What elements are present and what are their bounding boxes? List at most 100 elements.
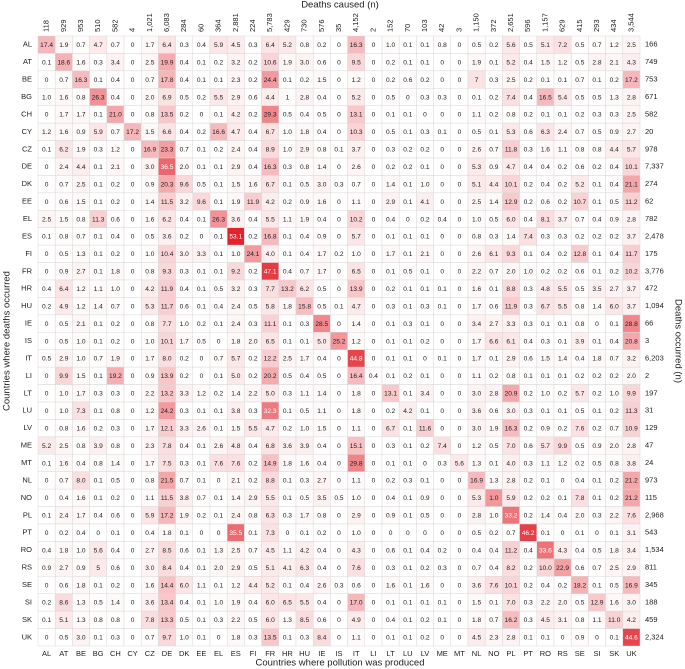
cell-label: 0.5 [575, 286, 584, 293]
cell-label: 0.2 [248, 356, 257, 363]
cell-label: 21.1 [625, 181, 638, 188]
cell-label: 2.2 [472, 269, 481, 276]
cell-label: 1.1 [145, 495, 154, 502]
cell-label: 0 [372, 391, 376, 398]
cell-label: 0.3 [541, 338, 550, 345]
cell-label: 0.4 [317, 356, 326, 363]
y-tick-label: EE [22, 197, 32, 206]
cell-label: 4.4 [610, 147, 619, 154]
cell-label: 1.1 [352, 199, 361, 206]
cell-label: 13.1 [350, 112, 363, 119]
cell-label: 0.2 [111, 251, 120, 258]
cell-label: 2.5 [283, 356, 292, 363]
cell-label: 0.2 [248, 269, 257, 276]
cell-label: 0.4 [317, 547, 326, 554]
cell-label: 0.3 [248, 408, 257, 415]
cell-label: 5.9 [506, 495, 515, 502]
cell-label: 5.9 [145, 513, 154, 520]
cell-label: 0.5 [575, 443, 584, 450]
cell-label: 10.2 [625, 269, 638, 276]
cell-label: 0.8 [94, 460, 103, 467]
cell-label: 0 [440, 513, 444, 520]
column-total-label: 429 [282, 19, 291, 32]
cell-label: 2.0 [214, 565, 223, 572]
cell-label: 0.8 [575, 321, 584, 328]
cell-label: 0 [131, 391, 135, 398]
cell-label: 16.9 [470, 478, 483, 485]
cell-label: 0.3 [558, 234, 567, 241]
cell-label: 0 [45, 181, 49, 188]
cell-label: 0 [131, 356, 135, 363]
cell-label: 5.4 [558, 94, 567, 101]
y-axis-title: Countries where deaths occurred [2, 271, 13, 411]
cell-label: 0.1 [541, 478, 550, 485]
cell-label: 0.1 [42, 234, 51, 241]
cell-label: 0 [131, 635, 135, 642]
cell-label: 0.7 [575, 216, 584, 223]
cell-label: 0.1 [438, 286, 447, 293]
cell-label: 0.2 [420, 216, 429, 223]
cell-label: 0.1 [283, 77, 292, 84]
cell-label: 2.0 [610, 443, 619, 450]
cell-label: 5.6 [506, 42, 515, 49]
cell-label: 0 [337, 234, 341, 241]
cell-label: 1.2 [472, 443, 481, 450]
cell-label: 0.3 [592, 513, 601, 520]
cell-label: 2.5 [59, 443, 68, 450]
x-tick-label: PT [523, 649, 533, 658]
cell-label: 21.2 [625, 495, 638, 502]
y-tick-label: PL [23, 510, 32, 519]
cell-label: 0.1 [94, 635, 103, 642]
cell-label: 0.1 [541, 77, 550, 84]
row-total-label: 1,094 [645, 301, 664, 310]
cell-label: 0.4 [180, 565, 189, 572]
cell-label: 8.8 [266, 478, 275, 485]
row-total-label: 166 [645, 40, 658, 49]
x-tick-label: FI [250, 649, 257, 658]
cell-label: 11.7 [161, 303, 174, 310]
cell-label: 0 [440, 77, 444, 84]
cell-label: 10.1 [161, 338, 174, 345]
cell-label: 0.5 [524, 42, 533, 49]
cell-label: 0.9 [610, 129, 619, 136]
cell-label: 0.4 [575, 547, 584, 554]
cell-label: 1.0 [214, 600, 223, 607]
cell-label: 2.7 [76, 269, 85, 276]
cell-label: 6.6 [162, 129, 171, 136]
cell-label: 8.6 [59, 600, 68, 607]
cell-label: 0 [372, 530, 376, 537]
cell-label: 0.5 [111, 478, 120, 485]
cell-label: 1.3 [76, 600, 85, 607]
cell-label: 0.1 [524, 251, 533, 258]
cell-label: 0 [458, 530, 462, 537]
cell-label: 0.4 [248, 164, 257, 171]
cell-label: 0.4 [300, 582, 309, 589]
cell-label: 2.6 [472, 251, 481, 258]
cell-label: 0.1 [94, 582, 103, 589]
x-tick-label: RS [557, 649, 567, 658]
cell-label: 20.3 [161, 181, 174, 188]
y-tick-label: DE [22, 162, 32, 171]
cell-label: 1.1 [592, 617, 601, 624]
cell-label: 24.4 [264, 77, 277, 84]
cell-label: 1.0 [283, 129, 292, 136]
x-tick-label: HU [299, 649, 310, 658]
cell-label: 0.2 [197, 513, 206, 520]
cell-label: 2.4 [558, 129, 567, 136]
column-total-label: 364 [214, 19, 223, 32]
cell-label: 3.6 [145, 600, 154, 607]
cell-label: 0.5 [317, 286, 326, 293]
cell-label: 9.6 [180, 181, 189, 188]
cell-label: 0 [45, 251, 49, 258]
cell-label: 29.3 [264, 112, 277, 119]
column-total-label: 3,544 [626, 13, 635, 32]
cell-label: 0.8 [248, 513, 257, 520]
cell-label: 0.7 [352, 181, 361, 188]
cell-label: 3.7 [352, 147, 361, 154]
cell-label: 2.0 [506, 269, 515, 276]
cell-label: 0.1 [42, 460, 51, 467]
cell-label: 0.4 [248, 129, 257, 136]
cell-label: 0 [217, 338, 221, 345]
cell-label: 0.1 [197, 547, 206, 554]
cell-label: 0.2 [524, 513, 533, 520]
